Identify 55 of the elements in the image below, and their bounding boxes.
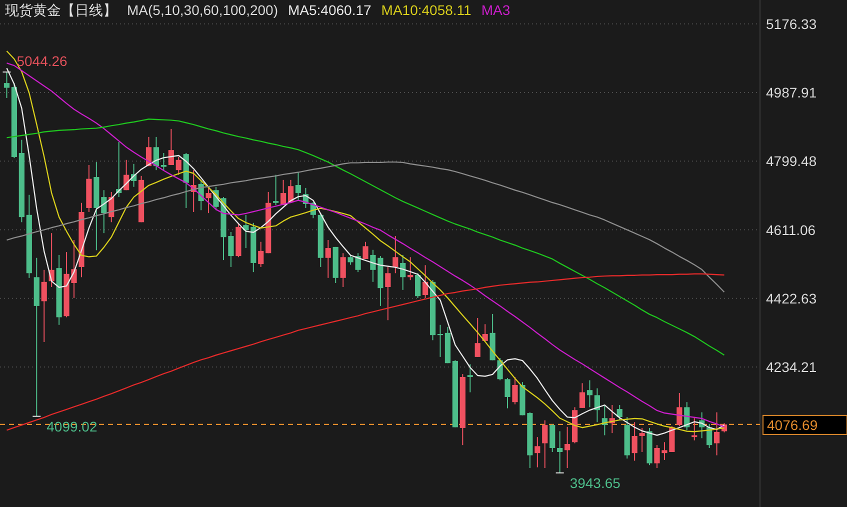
candlestick bbox=[579, 382, 586, 408]
candlestick bbox=[168, 128, 174, 166]
candlestick bbox=[422, 264, 428, 298]
candlestick bbox=[41, 269, 47, 343]
candlestick bbox=[512, 376, 518, 405]
y-tick-label: 4234.21 bbox=[766, 359, 817, 376]
candlestick bbox=[676, 392, 682, 427]
candlestick bbox=[160, 152, 166, 171]
ref-line-label: 4076.69 bbox=[767, 416, 818, 433]
text: MA10:4058.11 bbox=[381, 2, 472, 18]
candlestick bbox=[467, 364, 473, 393]
y-tick-label: 4422.63 bbox=[766, 290, 817, 306]
chart-subtitle: MA(5,10,30,60,100,200) bbox=[127, 2, 278, 18]
y-tick-label: 5176.33 bbox=[766, 16, 817, 32]
candlestick bbox=[273, 174, 279, 206]
candlestick bbox=[692, 418, 698, 441]
candlestick bbox=[362, 241, 368, 260]
candlestick bbox=[482, 324, 488, 342]
candlestick bbox=[714, 412, 720, 456]
candlestick bbox=[586, 380, 593, 408]
candlestick bbox=[392, 236, 398, 274]
candlestick bbox=[550, 424, 556, 452]
candlestick bbox=[542, 420, 548, 469]
candlestick bbox=[534, 436, 540, 468]
candlestick bbox=[504, 378, 510, 409]
candlestick bbox=[4, 72, 10, 98]
chart-title: 现货黄金【日线】 bbox=[5, 2, 117, 18]
candlestick bbox=[258, 241, 264, 268]
candlestick bbox=[325, 240, 331, 278]
y-tick-label: 4799.48 bbox=[766, 153, 817, 170]
candlestick bbox=[632, 422, 638, 462]
candlestick bbox=[639, 427, 645, 452]
line-series bbox=[6, 118, 725, 356]
line-series bbox=[6, 161, 725, 293]
text: MA3 bbox=[481, 2, 510, 18]
candlestick bbox=[474, 317, 480, 358]
candlestick bbox=[206, 186, 212, 214]
text: MA5:4060.17 bbox=[288, 2, 372, 18]
annotation: 4099.02 bbox=[46, 418, 98, 434]
candlestick bbox=[437, 324, 444, 358]
candlestick bbox=[385, 266, 391, 321]
candlestick bbox=[415, 272, 421, 298]
candlestick bbox=[557, 430, 563, 474]
annotation: 3943.65 bbox=[570, 474, 621, 491]
candlestick bbox=[408, 256, 414, 281]
candlestick bbox=[564, 426, 570, 469]
candlestick bbox=[176, 156, 182, 176]
line-series bbox=[6, 273, 725, 431]
annotation: 5044.26 bbox=[16, 53, 68, 70]
y-tick-label: 4611.06 bbox=[766, 222, 816, 238]
candlestick bbox=[340, 252, 346, 288]
candlestick bbox=[616, 404, 622, 421]
candlestick bbox=[295, 171, 302, 200]
y-tick-label: 4987.91 bbox=[766, 84, 817, 101]
candlestick bbox=[594, 388, 600, 423]
